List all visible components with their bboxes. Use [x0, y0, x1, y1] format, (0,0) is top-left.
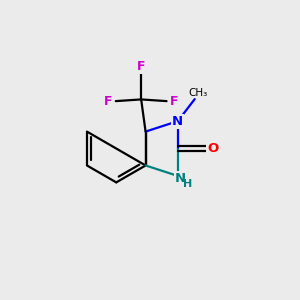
- Text: F: F: [104, 94, 113, 108]
- Text: F: F: [170, 94, 178, 108]
- Text: CH₃: CH₃: [188, 88, 207, 98]
- Text: O: O: [207, 142, 219, 155]
- Text: H: H: [183, 179, 192, 189]
- Text: F: F: [137, 60, 146, 73]
- Text: N: N: [175, 172, 186, 185]
- Text: N: N: [172, 115, 183, 128]
